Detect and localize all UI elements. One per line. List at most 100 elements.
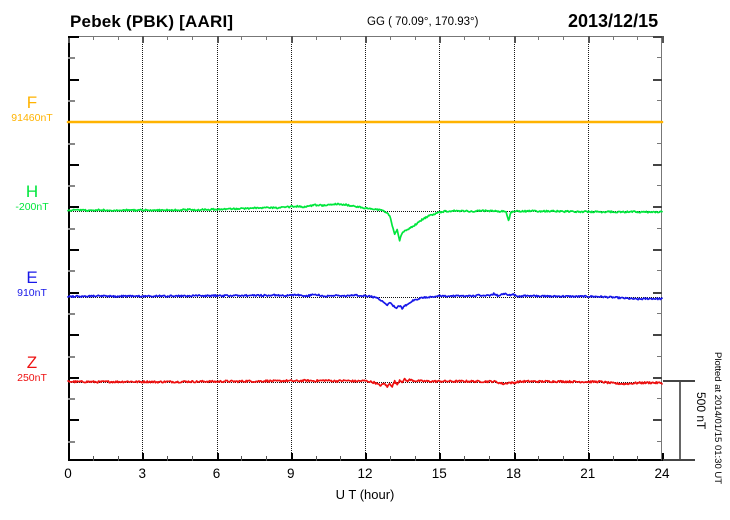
x-tick-12	[365, 453, 367, 461]
y-tick-left-11	[68, 270, 75, 273]
component-letter-H: H	[25, 182, 39, 201]
y-tick-right-6	[653, 163, 662, 166]
x-tick-top-14	[414, 36, 416, 40]
x-tick-10	[315, 456, 317, 461]
component-letter-F: F	[26, 93, 38, 112]
y-tick-left-17	[68, 398, 75, 401]
component-value-Z: 250nT	[17, 372, 47, 384]
y-tick-left-18	[68, 419, 79, 422]
component-value-F: 91460nT	[11, 112, 53, 124]
component-label-F: F 91460nT	[2, 94, 62, 125]
y-tick-right-5	[657, 142, 662, 144]
x-tick-top-5	[191, 36, 193, 40]
y-tick-right-14	[653, 334, 662, 337]
y-tick-left-16	[68, 376, 79, 379]
scale-bar-label: 500 nT	[694, 392, 708, 430]
x-tick-top-20	[563, 36, 564, 40]
baseline-E	[68, 297, 662, 298]
x-tick-11	[340, 456, 342, 461]
y-tick-right-17	[657, 398, 662, 400]
x-label-18: 18	[505, 466, 522, 481]
x-tick-top-1	[92, 36, 94, 40]
component-label-E: E 910nT	[2, 269, 62, 300]
x-tick-9	[290, 453, 293, 461]
x-tick-top-9	[290, 36, 293, 43]
y-tick-right-12	[653, 291, 662, 294]
x-label-12: 12	[357, 466, 373, 481]
y-tick-right-11	[657, 270, 662, 272]
y-tick-left-2	[68, 78, 79, 81]
x-tick-top-15	[439, 36, 442, 43]
y-tick-left-7	[68, 185, 75, 188]
component-value-H: -200nT	[15, 201, 49, 213]
x-tick-24	[662, 453, 664, 461]
y-tick-left-1	[68, 57, 75, 60]
trace-E	[67, 292, 663, 310]
x-tick-6	[216, 453, 219, 461]
baseline-H	[68, 211, 662, 212]
y-tick-right-2	[653, 78, 662, 81]
grid-line-hour-18	[513, 36, 515, 461]
y-tick-left-12	[68, 291, 79, 294]
x-tick-2	[117, 456, 119, 461]
component-letter-E: E	[26, 268, 38, 287]
x-tick-7	[241, 456, 243, 461]
x-tick-19	[538, 456, 540, 461]
x-tick-top-17	[488, 36, 490, 40]
trace-layer	[66, 120, 664, 388]
x-tick-23	[637, 456, 639, 461]
x-label-6: 6	[212, 466, 221, 481]
grid-line-hour-6	[216, 36, 218, 461]
grid-line-hour-15	[439, 36, 441, 461]
y-tick-right-7	[657, 185, 662, 187]
x-tick-top-24	[662, 36, 664, 43]
y-tick-right-15	[657, 355, 662, 357]
x-tick-top-13	[389, 36, 391, 40]
y-tick-right-9	[657, 227, 662, 229]
trace-Z	[67, 377, 663, 388]
x-axis-title: U T (hour)	[335, 487, 395, 502]
x-tick-top-6	[216, 36, 219, 43]
x-tick-top-2	[117, 36, 119, 40]
x-tick-top-12	[365, 36, 367, 43]
x-tick-top-11	[340, 36, 342, 40]
x-tick-4	[167, 456, 168, 461]
y-tick-left-8	[68, 206, 79, 209]
x-tick-16	[464, 456, 465, 461]
x-tick-top-16	[464, 36, 465, 40]
y-tick-right-13	[657, 312, 662, 314]
component-label-H: H -200nT	[2, 183, 62, 214]
scale-bar-cap-top	[663, 380, 695, 382]
x-tick-8	[266, 456, 267, 461]
grid-line-hour-12	[365, 36, 366, 461]
x-tick-top-7	[241, 36, 243, 40]
x-tick-top-3	[142, 36, 145, 43]
y-tick-right-19	[657, 440, 662, 442]
x-label-9: 9	[286, 466, 295, 481]
x-label-21: 21	[580, 466, 596, 481]
y-tick-left-3	[68, 99, 75, 102]
y-tick-right-0	[653, 36, 662, 38]
y-tick-left-14	[68, 334, 79, 337]
y-tick-left-5	[68, 142, 75, 145]
x-tick-14	[414, 456, 416, 461]
x-tick-top-18	[513, 36, 516, 43]
grid-line-hour-21	[587, 36, 589, 461]
x-tick-top-23	[637, 36, 639, 40]
y-tick-left-10	[68, 249, 79, 251]
x-tick-top-0	[68, 36, 70, 43]
y-tick-left-15	[68, 355, 75, 358]
x-tick-top-19	[538, 36, 540, 40]
station-title: Pebek (PBK) [AARI]	[70, 12, 234, 31]
x-tick-21	[587, 453, 590, 461]
grid-line-hour-3	[142, 36, 144, 461]
grid-line-hour-9	[290, 36, 292, 461]
x-label-15: 15	[431, 466, 447, 481]
x-tick-13	[389, 456, 391, 461]
x-tick-0	[68, 453, 70, 461]
x-tick-5	[191, 456, 193, 461]
x-tick-top-22	[612, 36, 614, 40]
x-label-0: 0	[64, 466, 72, 481]
x-tick-20	[563, 456, 564, 461]
x-tick-3	[142, 453, 145, 461]
